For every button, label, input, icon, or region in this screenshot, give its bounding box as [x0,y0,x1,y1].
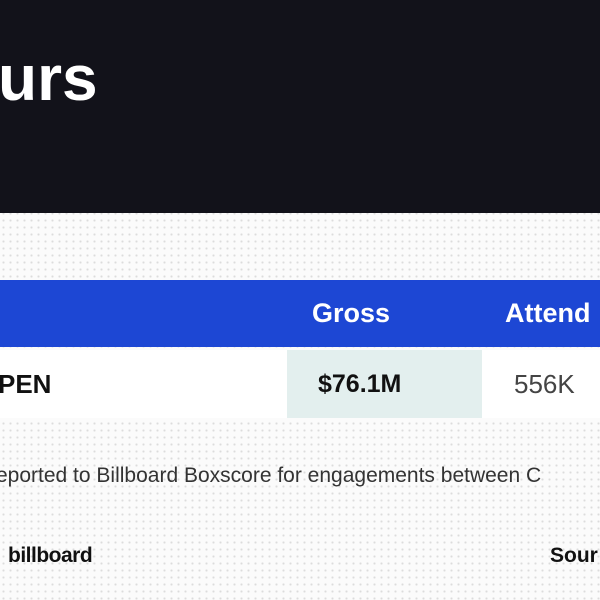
source: Sour [550,544,598,567]
column-header: Attend [505,298,591,328]
column-header: Gross [312,298,391,328]
cell: 556K [514,369,575,399]
table-header: Gross Attend [0,280,600,347]
cell: PEN [0,369,52,399]
table-row: PEN $76.1M 556K [0,350,600,418]
title: urs [0,42,98,114]
brand: billboard [8,544,93,567]
cell: $76.1M [318,370,402,398]
footnote: eported to Billboard Boxscore for engage… [0,464,542,487]
highlight-cell [287,350,482,418]
header-band: urs [0,0,600,213]
